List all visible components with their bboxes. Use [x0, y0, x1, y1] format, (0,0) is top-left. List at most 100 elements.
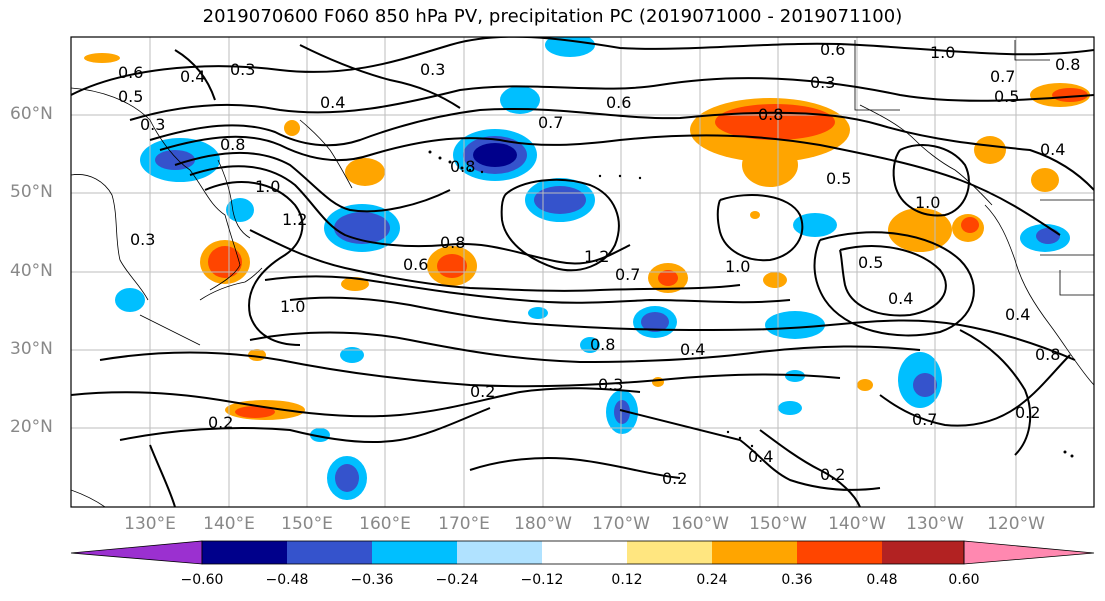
precip-neg-area: [226, 198, 254, 222]
precip-neg-area: [614, 400, 630, 424]
precip-shading: [84, 37, 1090, 500]
colorbar-bin: [542, 541, 627, 564]
precip-neg-area: [115, 288, 145, 312]
contour-label: 0.4: [680, 340, 705, 359]
lon-label-140e: 140°E: [203, 514, 255, 534]
contour-label: 0.8: [450, 157, 475, 176]
lon-label-160w: 160°W: [671, 514, 729, 534]
precip-pos-area: [742, 143, 798, 187]
lon-label-170e: 170°E: [438, 514, 490, 534]
contour-labels: 0.6 0.5 0.4 0.3 0.3 0.6 1.0 0.7 0.8 0.3 …: [118, 40, 1080, 488]
precip-neg-area: [765, 311, 825, 339]
contour-label: 0.7: [538, 113, 563, 132]
precip-pos-area: [84, 53, 120, 63]
precip-pos-area: [345, 158, 385, 186]
precip-neg-area: [534, 186, 586, 214]
precip-pos-area: [1052, 88, 1088, 102]
precip-pos-area: [341, 277, 369, 291]
precip-neg-area: [778, 401, 802, 415]
lat-label-60n: 60°N: [10, 104, 53, 124]
contour-label: 0.3: [810, 73, 835, 92]
lat-label-50n: 50°N: [10, 182, 53, 202]
precip-neg-area: [641, 312, 669, 332]
precip-pos-area: [235, 406, 275, 418]
precip-pos-area: [857, 379, 873, 391]
island-dots: [428, 150, 1074, 458]
contour-label: 0.8: [1055, 55, 1080, 74]
lon-label-120w: 120°W: [987, 514, 1045, 534]
colorbar-extend-low: [70, 540, 203, 565]
contour-label: 0.5: [858, 253, 883, 272]
precip-pos-area: [974, 136, 1006, 164]
precip-pos-area: [1031, 168, 1059, 192]
contour-label: 1.0: [915, 193, 940, 212]
colorbar-tick: 0.36: [781, 572, 813, 588]
colorbar-tick: −0.60: [180, 572, 224, 588]
contour-label: 0.3: [230, 60, 255, 79]
contour-label: 1.2: [584, 247, 609, 266]
precip-neg-area: [500, 86, 540, 114]
colorbar-tick: 0.24: [696, 572, 728, 588]
precip-pos-area: [208, 246, 242, 278]
contour-label: 0.8: [220, 135, 245, 154]
colorbar-bin: [882, 541, 964, 564]
precip-neg-area: [335, 464, 359, 492]
contour-label: 0.8: [1035, 345, 1060, 364]
contour-label: 0.5: [994, 87, 1019, 106]
contour-label: 0.3: [140, 115, 165, 134]
contour-label: 0.5: [118, 87, 143, 106]
colorbar: [70, 540, 1095, 565]
precip-neg-area: [580, 337, 600, 353]
contour-label: 0.3: [420, 60, 445, 79]
contour-label: 1.0: [255, 177, 280, 196]
contour-label: 0.7: [912, 410, 937, 429]
precip-pos-area: [652, 377, 664, 387]
contour-label: 0.4: [180, 67, 205, 86]
contour-label: 0.6: [820, 40, 845, 59]
colorbar-extend-high: [963, 540, 1095, 565]
contour-label: 0.2: [820, 465, 845, 484]
colorbar-bin: [457, 541, 542, 564]
colorbar-tick: −0.12: [520, 572, 564, 588]
colorbar-tick: 0.48: [866, 572, 898, 588]
lat-label-30n: 30°N: [10, 339, 53, 359]
contour-label: 0.2: [208, 413, 233, 432]
contour-label: 0.6: [118, 63, 143, 82]
contour-label: 0.7: [990, 67, 1015, 86]
contour-label: 0.4: [1005, 305, 1030, 324]
lon-label-160e: 160°E: [359, 514, 411, 534]
contour-label: 0.8: [440, 233, 465, 252]
precip-neg-area: [793, 213, 837, 237]
pv-contours: [71, 37, 1094, 507]
lon-label-150e: 150°E: [281, 514, 333, 534]
precip-pos-area: [284, 120, 300, 136]
contour-label: 0.8: [758, 105, 783, 124]
contour-label: 1.0: [725, 257, 750, 276]
map-frame: [70, 36, 1095, 508]
precip-neg-area: [1036, 228, 1060, 244]
precip-neg-area: [310, 428, 330, 442]
contour-label: 0.3: [130, 230, 155, 249]
contour-label: 0.2: [470, 382, 495, 401]
colorbar-tick: 0.12: [611, 572, 643, 588]
contour-label: 1.0: [280, 297, 305, 316]
colorbar-tick: 0.60: [948, 572, 980, 588]
colorbar-bin: [712, 541, 797, 564]
contour-label: 1.0: [930, 43, 955, 62]
precip-pos-area: [658, 270, 678, 286]
contour-label: 0.4: [748, 447, 773, 466]
contour-label: 0.6: [606, 93, 631, 112]
colorbar-tick: −0.48: [265, 572, 309, 588]
contour-label: 0.2: [662, 469, 687, 488]
precip-neg-area: [913, 373, 937, 397]
precip-neg-area: [334, 212, 390, 244]
contour-label: 0.8: [590, 335, 615, 354]
precip-pos-area: [763, 272, 787, 288]
precip-neg-area: [473, 143, 517, 167]
contour-label: 0.7: [615, 265, 640, 284]
lat-label-20n: 20°N: [10, 417, 53, 437]
lon-label-150w: 150°W: [749, 514, 807, 534]
map-title: 2019070600 F060 850 hPa PV, precipitatio…: [202, 6, 903, 27]
contour-label: 0.4: [1040, 140, 1065, 159]
